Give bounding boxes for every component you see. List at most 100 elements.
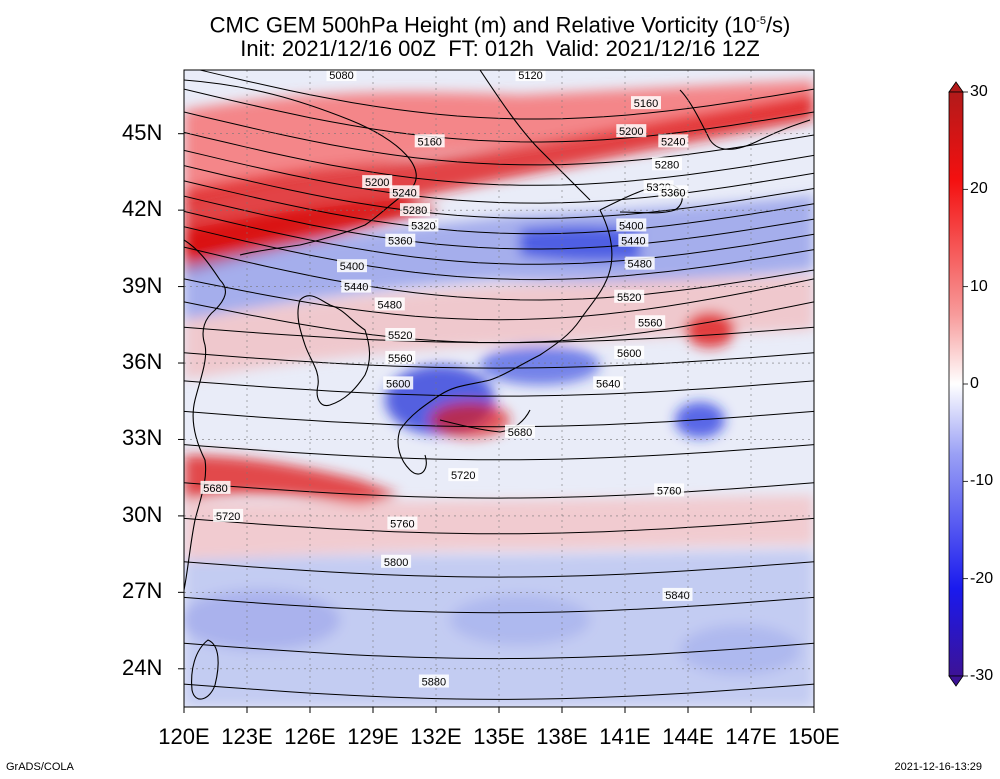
contour-label: 5400: [337, 259, 367, 273]
contour-label-text: 5280: [655, 159, 679, 171]
contour-label: 5240: [389, 185, 420, 199]
contour-label: 5560: [635, 315, 666, 329]
contour-label: 5320: [408, 218, 439, 232]
contour-label-text: 5520: [617, 292, 641, 304]
contour-label-text: 5240: [661, 136, 685, 148]
contour-label-text: 5680: [203, 483, 227, 495]
height-contour-line: [184, 444, 814, 461]
contour-label-text: 5520: [388, 330, 412, 342]
contour-label: 5200: [616, 124, 647, 138]
contour-label-text: 5640: [596, 378, 620, 390]
contour-label: 5480: [374, 297, 405, 311]
contour-label-text: 5320: [411, 220, 435, 232]
latitude-label: 33N: [122, 425, 163, 451]
height-contour-line: [184, 88, 814, 143]
contour-label-text: 5160: [417, 136, 441, 148]
contour-label: 5640: [593, 376, 624, 390]
height-contour-line: [184, 482, 814, 499]
height-contours: [184, 70, 814, 700]
contour-label: 5440: [341, 279, 372, 294]
title-superscript: -5: [756, 15, 766, 27]
contour-label: 5080: [326, 70, 357, 82]
contour-label: 5840: [662, 587, 693, 602]
contour-label: 5240: [658, 134, 689, 148]
contour-label-text: 5760: [390, 519, 414, 531]
latitude-label: 39N: [122, 272, 163, 298]
colorbar-min-arrow: [948, 675, 964, 687]
footer-timestamp: 2021-12-16-13:29: [894, 761, 982, 773]
contour-label: 5160: [631, 96, 661, 110]
latitude-label: 45N: [122, 119, 163, 145]
map-title-line2: Init: 2021/12/16 00Z FT: 012h Valid: 202…: [240, 36, 760, 61]
contour-label-text: 5880: [422, 677, 446, 689]
vorticity-field: 5080512051605200524052805320536051605200…: [184, 70, 814, 707]
contour-label-text: 5360: [661, 187, 685, 199]
contour-label: 5760: [654, 483, 685, 497]
contour-label-text: 5120: [518, 70, 542, 82]
longitude-label: 129E: [347, 724, 399, 749]
contour-label: 5520: [614, 289, 645, 304]
contour-labels: 5080512051605200524052805320536051605200…: [200, 70, 693, 689]
contour-label-text: 5480: [627, 259, 651, 271]
colorbar-label: -20: [970, 569, 994, 587]
contour-label: 5600: [383, 376, 414, 390]
contour-label-text: 5200: [365, 177, 389, 189]
height-contour-line: [184, 683, 814, 700]
longitude-label: 144E: [662, 724, 714, 749]
contour-label: 5560: [385, 350, 416, 365]
latitude-label: 24N: [122, 654, 163, 680]
height-contour-line: [184, 165, 814, 219]
colorbar: [948, 81, 968, 687]
contour-label-text: 5240: [392, 187, 416, 199]
contour-label: 5800: [381, 554, 412, 569]
title-text: CMC GEM 500hPa Height (m) and Relative V…: [209, 12, 757, 38]
colorbar-max-arrow: [948, 81, 964, 93]
height-contour-line: [184, 278, 814, 321]
latitude-label: 36N: [122, 349, 163, 375]
contour-label-text: 5600: [617, 348, 641, 360]
contour-label: 5280: [652, 157, 682, 171]
longitude-label: 135E: [473, 724, 525, 749]
contour-label-text: 5280: [403, 205, 427, 217]
colorbar-label: 0: [970, 375, 979, 392]
axis-ticks: [178, 133, 815, 713]
height-contour-line: [184, 410, 814, 428]
contour-label-text: 5200: [619, 126, 643, 138]
height-contour-line: [184, 380, 814, 397]
contour-label-text: 5680: [508, 427, 532, 439]
height-contour-line: [184, 596, 814, 614]
contour-label: 5360: [385, 233, 416, 248]
contour-label-text: 5080: [329, 70, 353, 82]
contour-label-text: 5720: [216, 511, 240, 523]
longitude-label: 138E: [536, 724, 588, 749]
contour-label-text: 5840: [665, 590, 689, 602]
map-title-line1: CMC GEM 500hPa Height (m) and Relative V…: [0, 8, 1000, 38]
height-contour-line: [184, 352, 814, 369]
colorbar-label: 30: [970, 83, 988, 100]
height-contour-line: [184, 326, 814, 344]
contour-label: 5400: [616, 218, 647, 232]
contour-label-text: 5600: [386, 378, 410, 390]
contour-label-text: 5800: [384, 557, 408, 569]
colorbar-label: 10: [970, 277, 988, 295]
longitude-label: 126E: [284, 724, 336, 749]
contour-label-text: 5400: [619, 220, 643, 232]
contour-label-text: 5720: [451, 470, 475, 482]
longitude-label: 141E: [599, 724, 651, 749]
colorbar-label: 20: [970, 180, 988, 198]
colorbar-label: -30: [970, 667, 994, 684]
contour-label-text: 5360: [388, 236, 412, 248]
contour-label-text: 5480: [378, 299, 402, 311]
contour-label: 5440: [618, 233, 649, 248]
contour-label: 5760: [387, 516, 418, 531]
colorbar-scale: [948, 91, 964, 677]
contour-label-text: 5560: [388, 353, 412, 365]
contour-label-text: 5400: [340, 261, 364, 273]
longitude-label: 150E: [788, 724, 840, 749]
graticule: [184, 70, 814, 707]
height-contour-line: [184, 561, 814, 578]
contour-label: 5160: [414, 134, 445, 148]
longitude-label: 123E: [221, 724, 273, 749]
contour-label-text: 5440: [621, 236, 645, 248]
